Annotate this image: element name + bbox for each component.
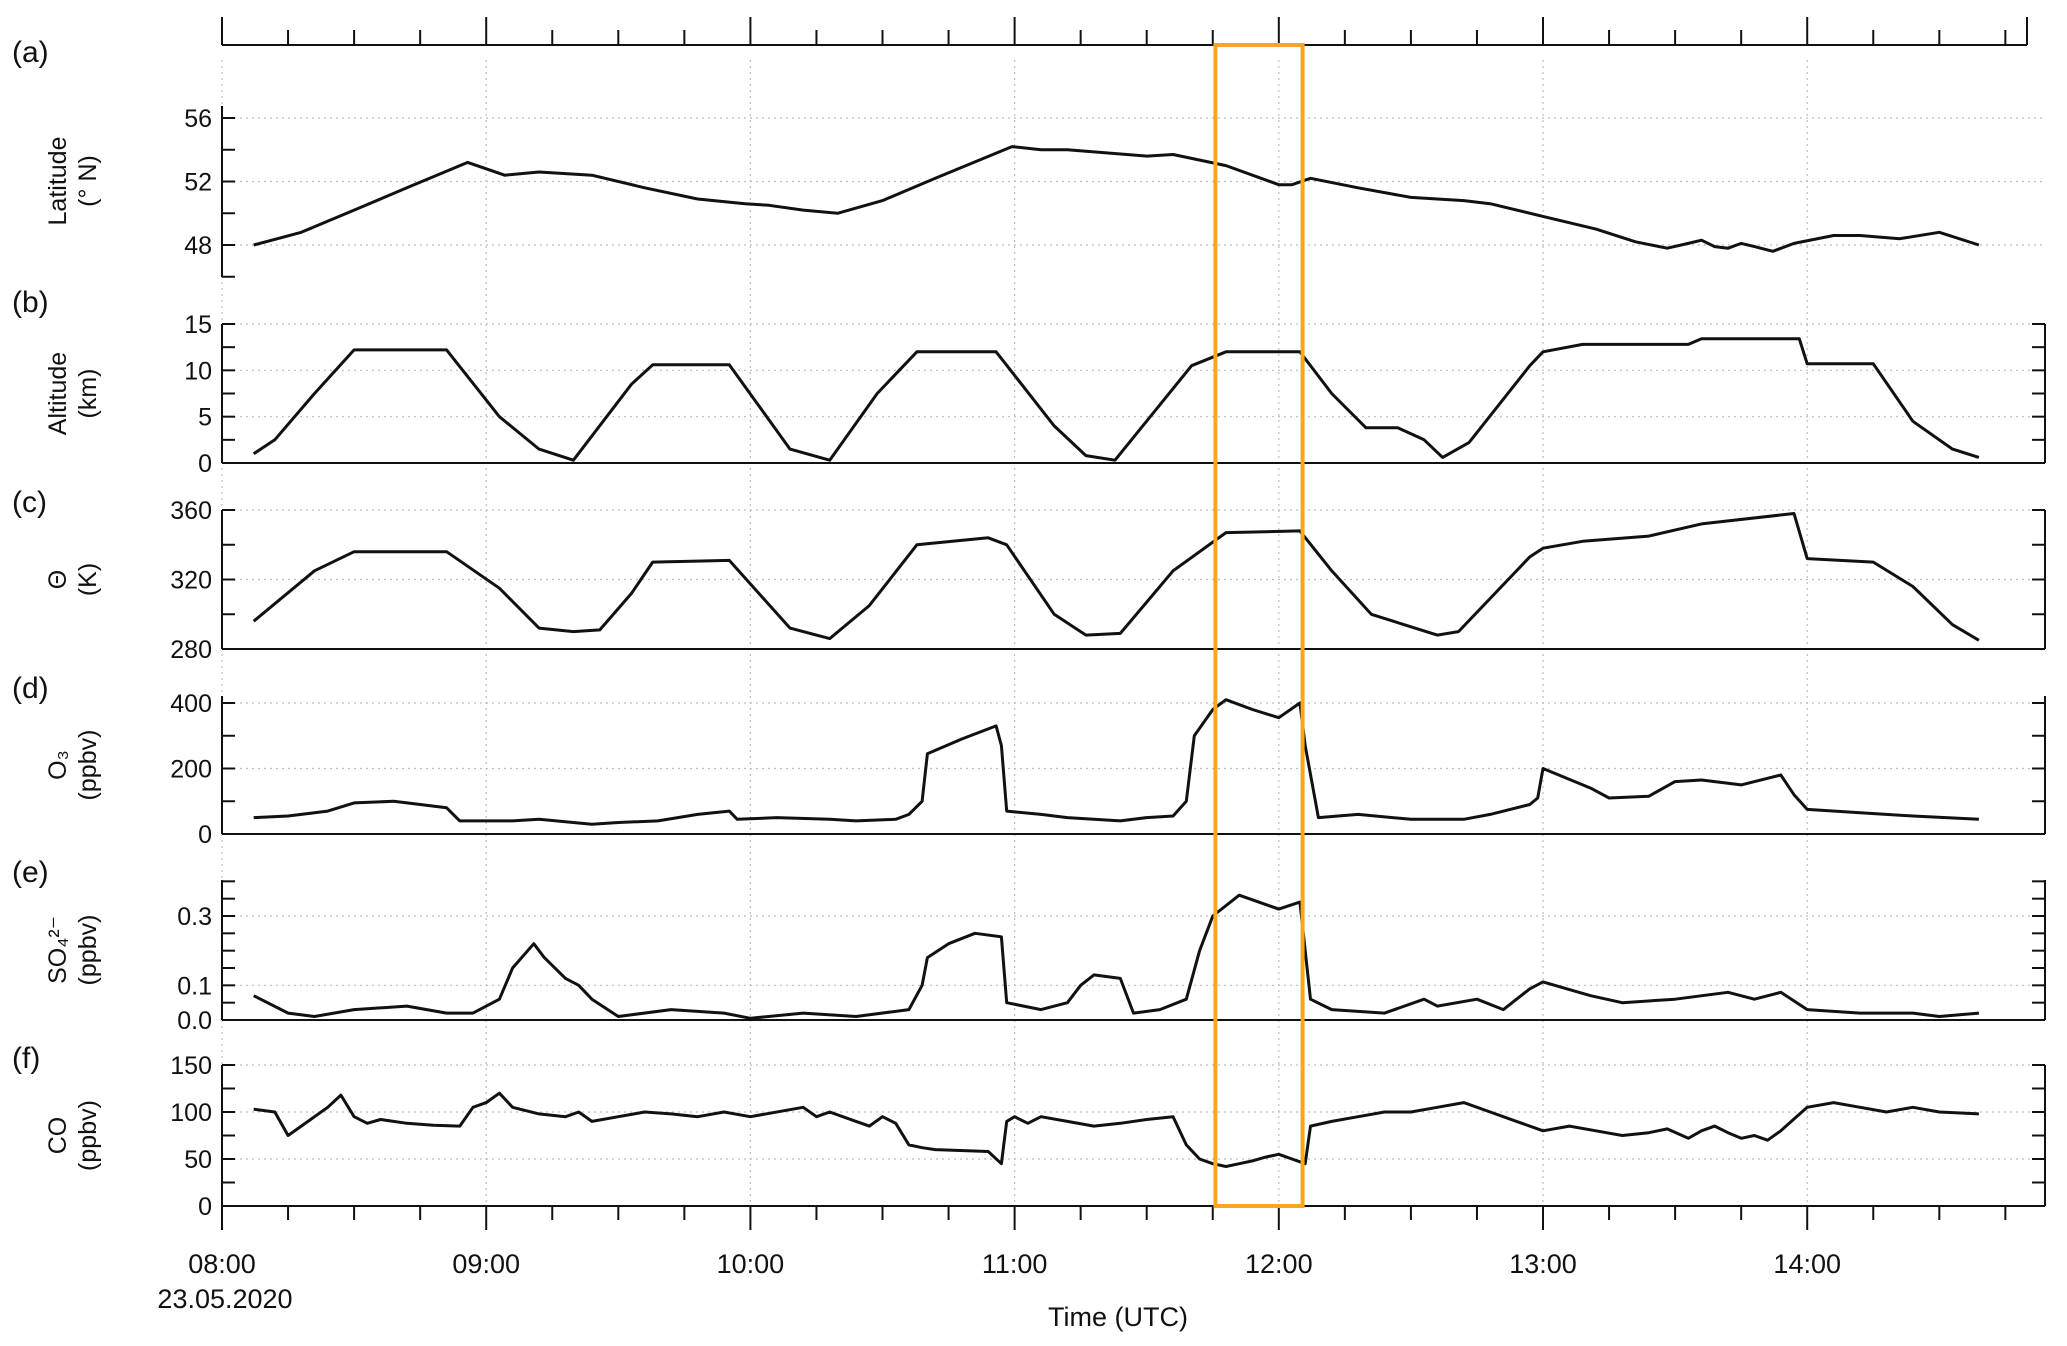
y-axis-label-line: Altitude	[44, 352, 72, 435]
y-axis-label-line: CO	[44, 1117, 72, 1155]
x-tick-label: 14:00	[1773, 1249, 1841, 1279]
series-line	[252, 512, 1980, 642]
y-axis-label-line: (ppbv)	[74, 730, 102, 801]
y-axis-label: Latitude(° N)	[44, 137, 102, 226]
x-tick-label: 12:00	[1245, 1249, 1313, 1279]
y-tick-label: 280	[170, 636, 212, 664]
x-tick-label: 11:00	[982, 1249, 1048, 1279]
y-axis-label-line: (ppbv)	[74, 1100, 102, 1171]
series-layer	[252, 145, 1980, 1168]
series-line	[253, 698, 1979, 826]
x-tick-label: 09:00	[452, 1249, 520, 1279]
y-axis-label-line: Θ	[44, 570, 72, 589]
y-axis-label-line: Latitude	[44, 137, 72, 226]
y-tick-label: 0	[198, 450, 212, 478]
x-axis-title: Time (UTC)	[1048, 1302, 1188, 1332]
highlight-box	[1213, 43, 1305, 1208]
y-tick-label: 48	[184, 232, 212, 260]
y-axis-label-line: (° N)	[74, 155, 102, 207]
y-axis-label-line: (km)	[74, 369, 102, 419]
date-label: 23.05.2020	[157, 1284, 292, 1314]
y-tick-label: 150	[170, 1052, 212, 1080]
series-line	[253, 893, 1980, 1020]
x-tick-label: 08:00	[188, 1249, 256, 1279]
y-axis-label-line: O₃	[44, 750, 72, 780]
panel-letter: (b)	[12, 286, 49, 319]
y-tick-label: 320	[170, 567, 212, 595]
axes-layer	[221, 17, 2046, 1230]
panel-letter: (a)	[12, 36, 49, 69]
y-tick-label: 0.0	[177, 1007, 212, 1035]
y-tick-label: 0	[198, 1193, 212, 1221]
y-tick-label: 15	[184, 311, 212, 339]
y-tick-label: 0	[198, 821, 212, 849]
y-axis-label-line: (K)	[74, 563, 102, 596]
y-axis-label: O₃(ppbv)	[44, 730, 102, 801]
panel-letter: (e)	[12, 856, 49, 889]
panel-letter: (c)	[12, 486, 47, 519]
y-tick-label: 200	[170, 756, 212, 784]
y-axis-label-line: SO₄²⁻	[44, 916, 72, 984]
series-line	[253, 1091, 1979, 1168]
x-tick-label: 13:00	[1509, 1249, 1577, 1279]
grid-layer	[221, 60, 2045, 1207]
y-tick-label: 100	[170, 1099, 212, 1127]
y-tick-label: 10	[184, 357, 212, 385]
y-tick-label: 50	[184, 1146, 212, 1174]
y-axis-label-line: (ppbv)	[74, 915, 102, 986]
y-axis-label: SO₄²⁻(ppbv)	[44, 915, 102, 986]
panel-letter: (f)	[12, 1042, 40, 1075]
series-line	[252, 337, 1980, 462]
y-tick-label: 56	[184, 105, 212, 133]
y-tick-label: 0.1	[177, 972, 212, 1000]
panel-letter: (d)	[12, 672, 49, 705]
y-axis-label: CO(ppbv)	[44, 1100, 102, 1171]
series-line	[253, 145, 1980, 253]
y-axis-label: Altitude(km)	[44, 352, 102, 435]
y-tick-label: 0.3	[177, 903, 212, 931]
y-tick-label: 360	[170, 497, 212, 525]
y-tick-label: 5	[198, 404, 212, 432]
y-tick-label: 52	[184, 169, 212, 197]
x-tick-label: 10:00	[717, 1249, 785, 1279]
y-tick-label: 400	[170, 690, 212, 718]
y-axis-label: Θ(K)	[44, 563, 102, 596]
